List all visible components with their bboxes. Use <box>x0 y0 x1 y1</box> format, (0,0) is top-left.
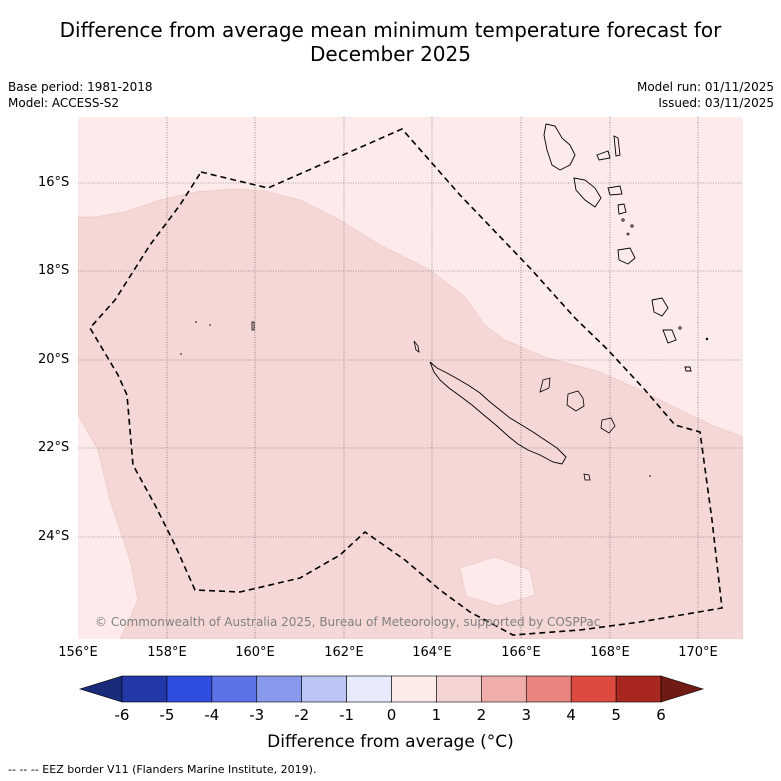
colorbar-extend-high <box>660 675 705 703</box>
colorbar-box <box>391 675 437 703</box>
lon-label-156e: 156°E <box>58 645 98 660</box>
title-line-2: December 2025 <box>310 42 471 66</box>
colorbar-tick-label: 6 <box>656 706 666 724</box>
reef-dot-3 <box>180 353 182 355</box>
mare-island <box>600 417 616 434</box>
islet-4 <box>678 326 682 330</box>
lat-label-22s: 22°S <box>38 440 70 455</box>
colorbar-box <box>615 675 662 703</box>
efate-island <box>617 247 636 265</box>
lon-label-164e: 164°E <box>412 645 452 660</box>
colorbar-box <box>570 675 617 703</box>
colorbar-box <box>481 675 527 703</box>
chart-title: Difference from average mean minimum tem… <box>0 18 781 66</box>
colorbar-box <box>166 675 213 703</box>
colorbar-extend-low <box>78 675 123 703</box>
islet-2 <box>630 224 634 228</box>
reef-dot-4 <box>649 475 651 477</box>
colorbar-tick-label: 0 <box>386 706 397 724</box>
zone-1-to-2 <box>78 188 743 639</box>
colorbar-title: Difference from average (°C) <box>267 732 514 752</box>
colorbar-tick-label: 2 <box>476 706 487 724</box>
colorbar-tick-label: 3 <box>521 706 532 724</box>
model-run: Model run: 01/11/2025 <box>636 80 774 94</box>
lon-label-170e: 170°E <box>678 645 718 660</box>
lon-label-162e: 162°E <box>324 645 364 660</box>
eez-footnote: -- -- -- EEZ border V11 (Flanders Marine… <box>8 763 317 776</box>
aneityum-island <box>684 366 692 372</box>
colorbar-tick-label: -3 <box>249 706 265 724</box>
meta-right: Model run: 01/11/2025 Issued: 03/11/2025 <box>637 79 774 111</box>
epi-island <box>617 203 627 215</box>
copyright-watermark: © Commonwealth of Australia 2025, Bureau… <box>95 615 600 629</box>
colorbar-tick-label: -5 <box>159 706 175 724</box>
belep-islands <box>413 340 420 353</box>
lon-label-168e: 168°E <box>590 645 630 660</box>
model-name: Model: ACCESS-S2 <box>8 96 120 110</box>
colorbar-tick-label: 1 <box>431 706 442 724</box>
title-line-1: Difference from average mean minimum tem… <box>59 18 722 42</box>
colorbar-tick-label: -6 <box>114 706 130 724</box>
isle-of-pines <box>583 473 591 481</box>
new-caledonia-island <box>429 361 567 465</box>
colorbar-tick-label: -1 <box>339 706 355 724</box>
meta-left: Base period: 1981-2018 Model: ACCESS-S2 <box>8 79 153 111</box>
gridlines <box>78 117 743 639</box>
map-area: © Commonwealth of Australia 2025, Bureau… <box>78 117 743 639</box>
maewo-island <box>613 135 621 157</box>
colorbar-box <box>525 675 572 703</box>
colorbar-box <box>301 675 347 703</box>
colorbar <box>78 675 705 703</box>
reef-dot-5 <box>705 337 709 341</box>
tanna-island <box>662 329 677 344</box>
lat-label-20s: 20°S <box>38 352 70 367</box>
zone-light-pocket <box>459 556 536 607</box>
lon-label-160e: 160°E <box>235 645 275 660</box>
ouvea-island <box>539 377 551 393</box>
lat-label-18s: 18°S <box>38 263 70 278</box>
lifou-island <box>566 390 585 412</box>
colorbar-tick-label: 4 <box>566 706 576 724</box>
lon-label-166e: 166°E <box>501 645 541 660</box>
reef-dot-1 <box>195 321 197 323</box>
colorbar-box <box>211 675 258 703</box>
lat-label-24s: 24°S <box>38 529 70 544</box>
eez-border <box>89 128 723 636</box>
islet-3 <box>626 232 630 236</box>
chesterfield-reef <box>251 321 255 331</box>
reef-dot-2 <box>209 324 211 326</box>
ambae-island <box>596 150 611 161</box>
lon-label-158e: 158°E <box>147 645 187 660</box>
colorbar-tick-label: -4 <box>204 706 220 724</box>
espiritu-santo-island <box>543 123 576 171</box>
lat-label-16s: 16°S <box>38 175 70 190</box>
ambrym-island <box>607 185 623 196</box>
base-period: Base period: 1981-2018 <box>8 80 153 94</box>
malekula-island <box>573 177 602 208</box>
colorbar-tick-label: -2 <box>294 706 310 724</box>
issued-date: Issued: 03/11/2025 <box>658 96 774 110</box>
colorbar-box <box>346 675 392 703</box>
colorbar-box <box>256 675 302 703</box>
colorbar-box <box>436 675 482 703</box>
colorbar-box <box>121 675 168 703</box>
erromango-island <box>651 297 669 317</box>
colorbar-tick-label: 5 <box>611 706 621 724</box>
islet-1 <box>621 218 625 222</box>
